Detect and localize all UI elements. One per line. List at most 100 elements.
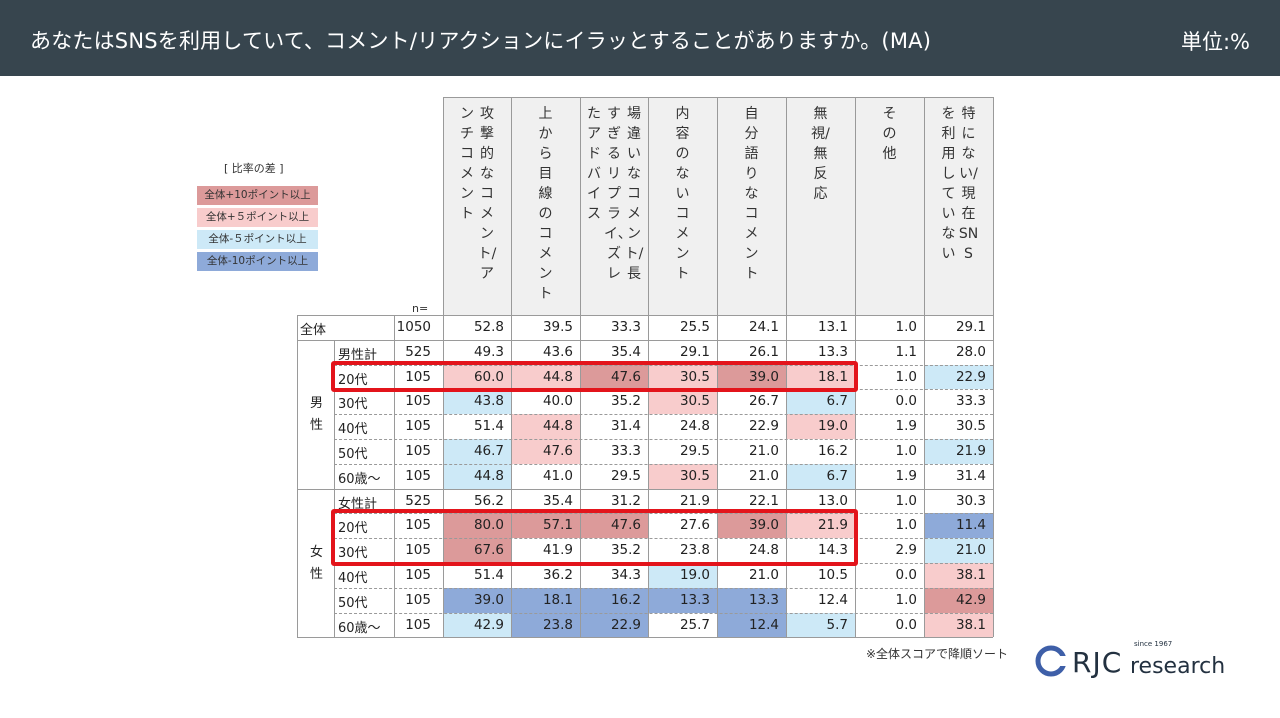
- data-value: 29.1: [955, 319, 986, 335]
- data-value: 49.3: [473, 343, 504, 360]
- legend-item-plus5: 全体+５ポイント以上: [197, 208, 318, 227]
- shade-cell: [786, 513, 855, 539]
- header-area: [443, 97, 993, 315]
- data-value: 16.2: [610, 591, 641, 608]
- shade-cell: [443, 513, 511, 539]
- data-value: 1.0: [895, 319, 917, 335]
- data-value: 1.0: [895, 492, 917, 509]
- column-header: ンチコメント: [460, 106, 474, 222]
- data-value: 35.2: [610, 393, 641, 410]
- data-value: 33.3: [610, 319, 641, 335]
- page-title: あなたはSNSを利用していて、コメント/リアクションにイラッとすることがあります…: [30, 29, 932, 53]
- data-value: 44.8: [542, 418, 573, 435]
- data-value: 40.0: [542, 393, 573, 410]
- data-value: 13.3: [679, 591, 710, 608]
- shade-cell: [648, 389, 717, 415]
- n-value: 1050: [396, 319, 431, 335]
- data-value: 33.3: [610, 443, 641, 459]
- header-top-border: [443, 97, 993, 98]
- data-value: 33.3: [955, 393, 986, 410]
- shade-cell: [717, 612, 786, 638]
- logo-research: research: [1130, 654, 1226, 679]
- data-value: 56.2: [473, 492, 504, 509]
- data-value: 39.0: [748, 517, 779, 534]
- column-divider: [786, 97, 787, 638]
- data-value: 21.0: [748, 567, 779, 583]
- data-value: 13.3: [748, 591, 779, 608]
- n-header: n=: [412, 302, 429, 315]
- row-divider: [334, 538, 993, 540]
- group-label: 女: [310, 545, 324, 560]
- data-value: 1.1: [895, 343, 917, 360]
- logo-brand: RJC: [1072, 646, 1123, 679]
- data-value: 43.6: [542, 343, 573, 360]
- data-value: 30.5: [679, 368, 710, 385]
- shade-cell: [443, 439, 511, 464]
- column-header: 上から目線のコメント: [538, 106, 553, 302]
- row-label: 40代: [338, 571, 368, 586]
- row-divider: [334, 439, 993, 440]
- column-header: 内容のないコメント: [675, 106, 690, 282]
- data-value: 31.4: [610, 418, 641, 435]
- shade-cell: [580, 513, 648, 539]
- data-value: 24.8: [679, 418, 710, 435]
- data-value: 22.9: [748, 418, 779, 435]
- column-header: を利用していない: [941, 106, 956, 262]
- data-value: 39.5: [542, 319, 573, 335]
- legend-title: [ 比率の差 ]: [224, 162, 284, 175]
- data-value: 39.0: [473, 591, 504, 608]
- data-value: 16.2: [817, 443, 848, 459]
- shade-cell: [717, 587, 786, 613]
- row-label: 40代: [338, 422, 368, 438]
- n-value: 525: [405, 343, 431, 360]
- data-value: 19.0: [679, 567, 710, 583]
- data-value: 2.9: [895, 542, 917, 559]
- row-label: 20代: [338, 521, 368, 537]
- shade-cell: [648, 364, 717, 390]
- data-value: 26.1: [748, 343, 779, 360]
- data-value: 23.8: [679, 542, 710, 559]
- column-header: 場違いなコメント/長: [624, 106, 644, 282]
- data-value: 1.0: [895, 443, 917, 459]
- data-value: 51.4: [473, 567, 504, 583]
- shade-cell: [511, 364, 580, 390]
- shade-cell: [924, 538, 993, 563]
- title-bar: あなたはSNSを利用していて、コメント/リアクションにイラッとすることがあります…: [0, 0, 1280, 76]
- group-label: 性: [310, 418, 324, 434]
- n-value: 105: [405, 443, 431, 459]
- column-divider: [511, 97, 512, 638]
- row-label: 全体: [300, 323, 327, 338]
- data-value: 60.0: [473, 368, 504, 385]
- logo-since: since 1967: [1134, 640, 1173, 648]
- data-value: 35.4: [610, 343, 641, 360]
- shade-cell: [786, 414, 855, 439]
- data-value: 46.7: [473, 443, 504, 459]
- shade-cell: [511, 612, 580, 638]
- logo-mark-icon: [1035, 645, 1068, 677]
- data-value: 21.0: [748, 443, 779, 459]
- n-value: 105: [405, 418, 431, 435]
- row-divider: [297, 315, 993, 316]
- legend-item-plus10: 全体+10ポイント以上: [197, 186, 318, 205]
- data-value: 57.1: [542, 517, 573, 534]
- column-divider: [717, 97, 718, 638]
- row-label: 50代: [338, 447, 368, 462]
- column-header: 無視/無反応: [811, 106, 830, 202]
- data-value: 29.1: [679, 343, 710, 360]
- shade-cell: [511, 414, 580, 439]
- sort-note: ※全体スコアで降順ソート: [866, 647, 1009, 661]
- data-value: 22.9: [955, 368, 986, 385]
- data-value: 18.1: [542, 591, 573, 608]
- data-value: 30.5: [955, 418, 986, 435]
- row-divider: [334, 612, 993, 614]
- data-value: 5.7: [826, 616, 848, 633]
- row-divider: [334, 513, 993, 515]
- shade-cell: [924, 513, 993, 539]
- data-value: 31.4: [955, 467, 986, 484]
- n-value: 105: [405, 393, 431, 410]
- column-divider: [443, 97, 444, 638]
- data-value: 67.6: [473, 542, 504, 559]
- data-value: 21.0: [955, 542, 986, 559]
- data-value: 6.7: [826, 393, 848, 410]
- data-value: 1.9: [895, 418, 917, 435]
